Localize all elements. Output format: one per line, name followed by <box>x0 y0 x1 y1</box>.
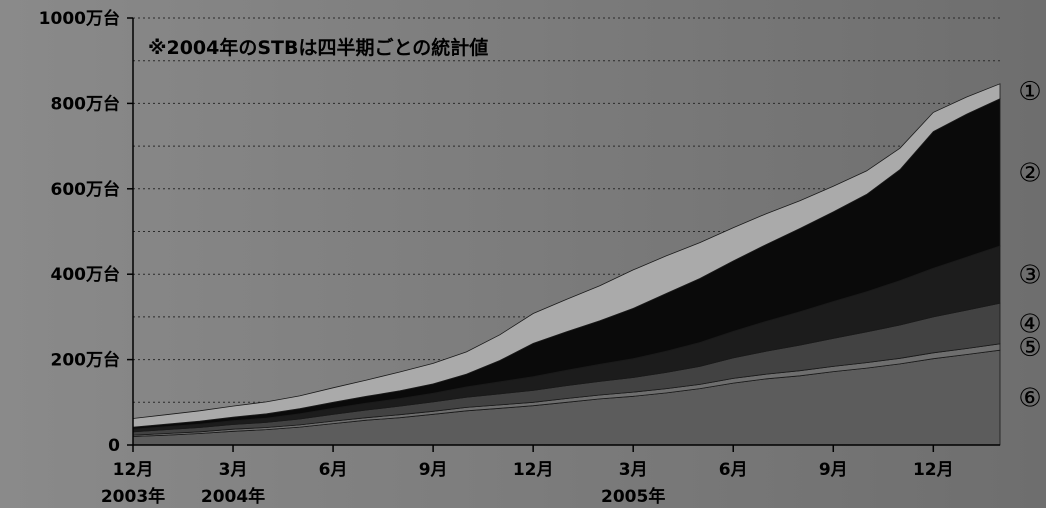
x-tick-label: 6月 <box>719 460 748 480</box>
x-tick-label: 3月 <box>219 460 248 480</box>
chart-note: ※2004年のSTBは四半期ごとの統計値 <box>148 36 488 59</box>
x-year-label: 2005年 <box>601 486 665 507</box>
series-marker-6: ① <box>1018 77 1041 107</box>
x-tick-label: 9月 <box>419 460 448 480</box>
x-tick-label: 6月 <box>319 460 348 480</box>
x-tick-label: 9月 <box>819 460 848 480</box>
y-tick-label: 600万台 <box>51 179 121 200</box>
series-marker-1: ⑥ <box>1018 384 1041 414</box>
y-tick-label: 400万台 <box>51 264 121 285</box>
x-year-label: 2004年 <box>201 486 265 507</box>
y-tick-label: 0 <box>108 436 120 456</box>
x-tick-label: 12月 <box>913 460 954 480</box>
y-tick-label: 200万台 <box>51 350 121 371</box>
x-tick-label: 12月 <box>113 460 154 480</box>
series-marker-4: ③ <box>1018 261 1041 291</box>
x-tick-label: 3月 <box>619 460 648 480</box>
y-tick-label: 1000万台 <box>39 8 120 29</box>
x-tick-label: 12月 <box>513 460 554 480</box>
series-marker-3: ④ <box>1018 310 1041 340</box>
y-tick-label: 800万台 <box>51 93 121 114</box>
series-area-6 <box>132 83 1001 428</box>
series-marker-5: ② <box>1018 158 1041 188</box>
x-year-label: 2003年 <box>101 486 165 507</box>
series-marker-2: ⑤ <box>1018 333 1041 363</box>
